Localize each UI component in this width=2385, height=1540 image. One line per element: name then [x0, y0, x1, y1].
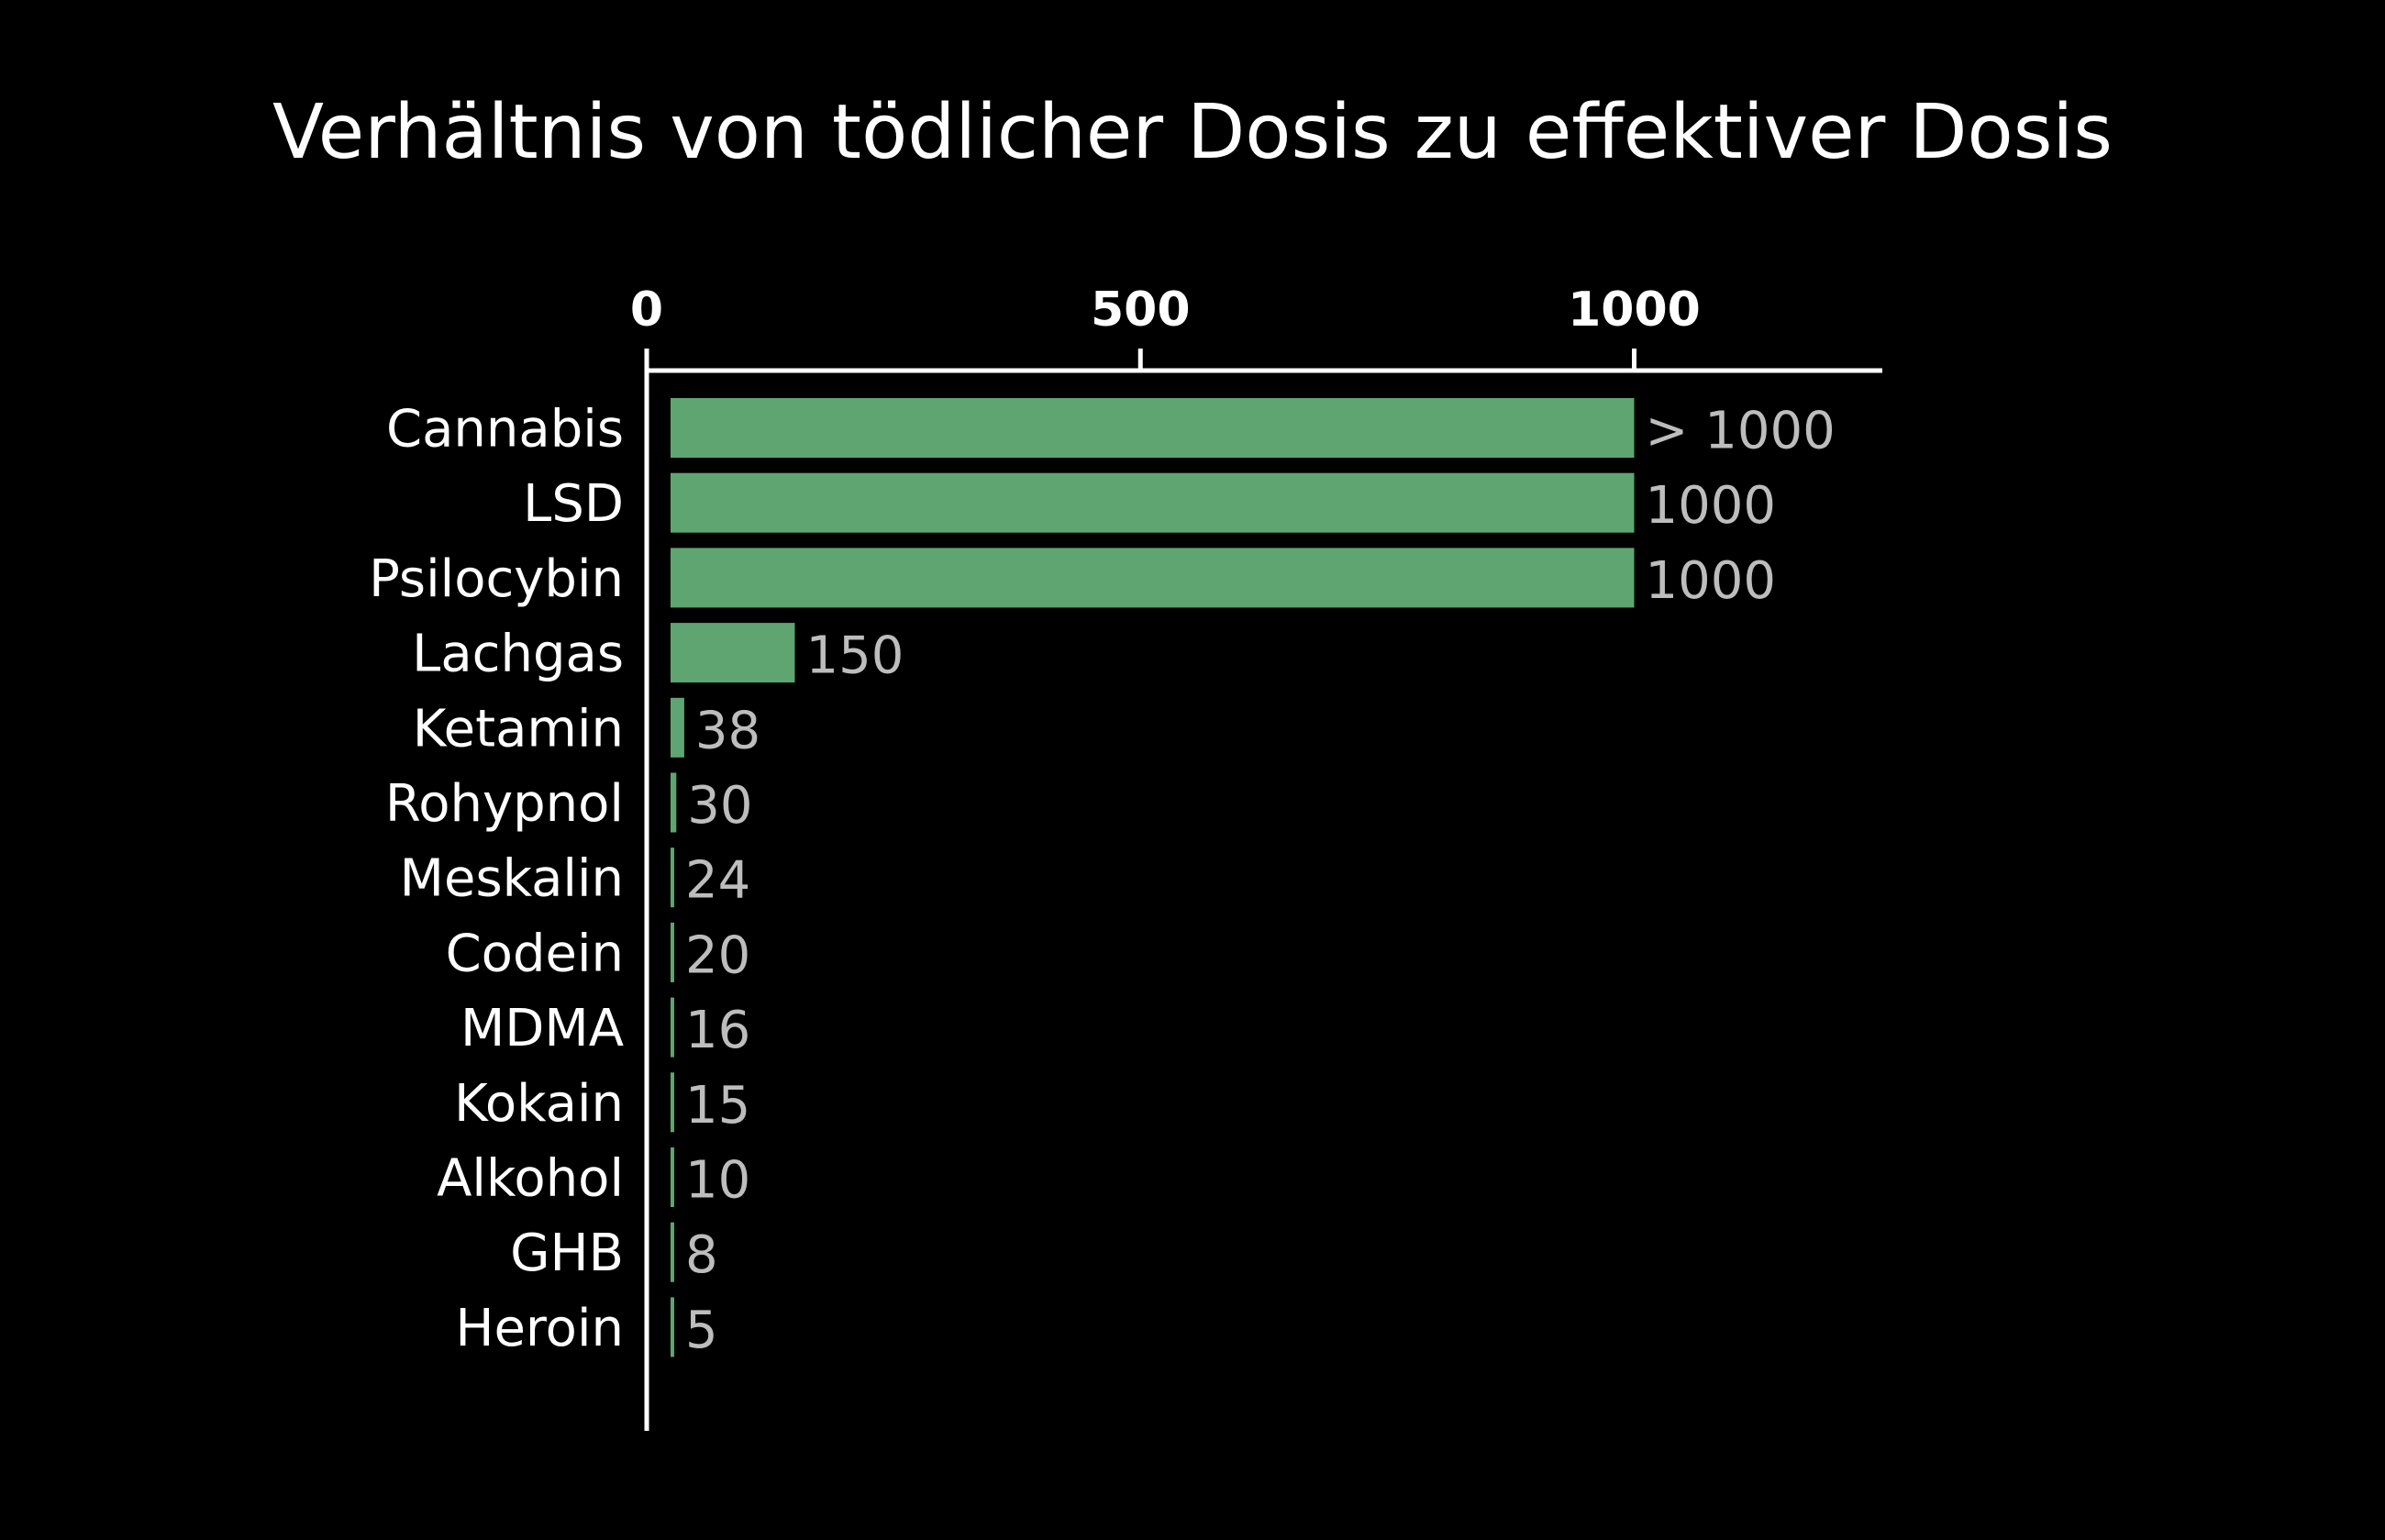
x-axis: 0 500 1000	[630, 283, 1882, 1431]
category-label: Lachgas	[412, 625, 624, 684]
x-tick-label: 1000	[1568, 283, 1701, 338]
bar	[671, 398, 1635, 458]
data-label: 10	[685, 1151, 750, 1211]
category-label: Meskalin	[400, 849, 624, 909]
data-label: 24	[685, 851, 750, 911]
data-label: 38	[695, 701, 760, 760]
bar	[671, 548, 1635, 608]
category-label: GHB	[510, 1224, 624, 1283]
category-label: Alkohol	[437, 1149, 624, 1209]
chart-title: Verhältnis von tödlicher Dosis zu effekt…	[272, 89, 2113, 176]
data-label: 5	[685, 1301, 718, 1360]
bar	[671, 623, 795, 683]
data-label: 20	[685, 925, 750, 985]
x-tick-label: 0	[630, 283, 663, 338]
bars	[671, 398, 1635, 1357]
bar	[671, 1222, 674, 1282]
data-label: 30	[687, 776, 752, 836]
bar	[671, 1072, 674, 1133]
value-labels: > 1000 1000 1000 150 38 30 24 20 16 15 10 8 5	[685, 402, 1836, 1360]
category-labels: Cannabis LSD Psilocybin Lachgas Ketamin Rohyp…	[369, 400, 624, 1358]
x-tick-label: 500	[1091, 283, 1191, 338]
bar	[671, 472, 1635, 533]
category-label: Rohypnol	[385, 774, 624, 834]
category-label: LSD	[523, 474, 624, 534]
bar	[671, 997, 674, 1058]
category-label: Cannabis	[386, 400, 624, 460]
bar	[671, 1147, 674, 1207]
category-label: Kokain	[454, 1074, 624, 1134]
data-label: 150	[805, 626, 904, 686]
data-label: 1000	[1646, 476, 1777, 536]
category-label: MDMA	[460, 999, 624, 1058]
data-label: 8	[685, 1225, 718, 1285]
data-label: > 1000	[1646, 402, 1836, 461]
data-label: 15	[685, 1076, 750, 1136]
bar	[671, 772, 677, 833]
data-label: 1000	[1646, 551, 1777, 611]
category-label: Psilocybin	[369, 549, 624, 609]
bar	[671, 848, 674, 908]
bar	[671, 697, 684, 758]
category-label: Codein	[446, 924, 624, 983]
bar	[671, 1297, 674, 1357]
category-label: Ketamin	[413, 699, 624, 759]
data-label: 16	[685, 1001, 750, 1060]
bar	[671, 922, 674, 982]
category-label: Heroin	[455, 1299, 624, 1358]
